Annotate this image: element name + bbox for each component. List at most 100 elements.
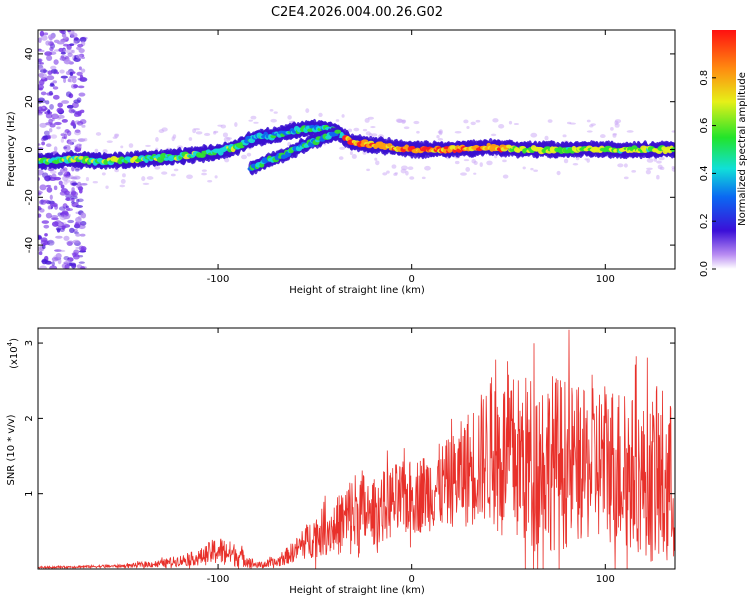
svg-text:(x104): (x104) [6,338,20,369]
spectrogram-halo-speck [114,168,120,173]
spectrogram-noise-speck [74,254,80,257]
spectrogram-noise-speck [69,43,75,46]
spectrogram-noise-speck [43,224,50,229]
colorbar-tick-label: 0.8 [699,70,710,86]
spectrogram-noise-speck [77,138,86,142]
spectrogram-halo-speck [437,137,444,141]
spectrogram-noise-speck [75,168,80,172]
snr-y-tick-label: 3 [24,340,35,346]
snr-scale-label: (x104) [6,338,20,369]
spectrogram-halo-speck [436,135,440,139]
spectrogram-noise-speck [59,69,65,74]
spectrogram-noise-speck [56,71,60,75]
spectrogram-noise-speck [38,177,41,181]
spectrogram-halo-speck [479,162,483,167]
spectrogram-noise-speck [45,100,50,105]
spectrogram-halo-speck [50,170,57,174]
spectrogram-halo-speck [547,119,553,123]
snr-series-line [38,329,675,569]
spectrogram-noise-speck [38,205,42,211]
spectrogram-noise-speck [72,239,80,244]
spectrogram-halo-speck [146,176,154,180]
spectrogram-noise-speck [38,49,45,53]
spectrogram-noise-speck [65,259,71,264]
spectrogram-halo-speck [626,130,634,133]
spectrogram-noise-speck [76,71,83,76]
spectrogram-noise-speck [46,239,55,246]
spectrogram-noise-speck [65,91,72,98]
spectrogram-x-tick-label: 0 [408,274,414,285]
spectrogram-x-axis-label: Height of straight line (km) [289,285,425,296]
spectrogram-halo-speck [590,123,596,126]
spectrogram-noise-speck [47,134,52,140]
spectrogram-halo-speck [241,154,248,160]
snr-panel: -100 0 100 1 2 3 Height of straight line (km… [6,327,676,596]
spectrogram-halo-speck [413,120,420,125]
spectrogram-noise-speck [80,221,87,226]
spectrogram-noise-speck [41,141,46,146]
spectrogram-halo-speck [201,172,208,176]
spectrogram-noise-speck [43,130,50,136]
spectrogram-halo-speck [270,118,277,123]
spectrogram-noise-speck [43,175,49,181]
spectrogram-main-trace-cell [386,143,393,148]
spectrogram-noise-speck [65,48,73,54]
spectrogram-noise-speck [51,221,59,227]
spectrogram-noise-speck [74,129,81,133]
spectrogram-noise-speck [52,86,59,90]
spectrogram-noise-speck [40,35,48,41]
spectrogram-halo-speck [207,180,213,183]
spectrogram-noise-speck [66,241,73,245]
spectrogram-halo-speck [544,135,549,141]
spectrogram-noise-speck [38,192,42,196]
spectrogram-halo-speck [563,158,569,164]
spectrogram-halo-speck [610,126,614,131]
spectrogram-halo-speck [374,157,378,161]
spectrogram-halo-speck [120,178,126,184]
spectrogram-noise-speck [61,118,68,123]
spectrogram-noise-speck [39,122,47,128]
spectrogram-halo-speck [92,181,98,184]
spectrogram-noise-speck [81,124,86,128]
spectrogram-panel: -100 0 100 -40 -20 0 20 40 Height of straight … [6,29,676,296]
spectrogram-noise-speck [65,193,72,199]
spectrogram-halo-speck [120,145,124,149]
snr-y-tick-label: 1 [24,491,35,497]
snr-scale-suffix: ) [9,338,20,342]
spectrogram-halo-speck [437,130,442,134]
spectrogram-halo-speck [394,172,398,175]
spectrogram-x-tick-label: -100 [207,274,230,285]
spectrogram-noise-speck [65,207,71,211]
spectrogram-halo-speck [470,121,476,126]
spectrogram-halo-speck [364,118,370,123]
spectrogram-halo-speck [407,166,414,170]
spectrogram-noise-speck [57,102,63,108]
spectrogram-noise-speck [49,194,53,200]
spectrogram-halo-speck [631,170,637,173]
spectrogram-noise-speck [39,69,48,73]
spectrogram-halo-speck [105,185,109,189]
spectrogram-halo-speck [502,159,507,163]
colorbar-tick-label: 0.0 [699,261,710,277]
spectrogram-halo-speck [572,163,579,166]
spectrogram-noise-speck [72,175,81,180]
spectrogram-noise-speck [39,184,47,191]
spectrogram-halo-speck [338,156,344,160]
spectrogram-halo-speck [201,169,207,172]
spectrogram-noise-speck [49,265,58,269]
spectrogram-halo-speck [170,173,176,177]
spectrogram-noise-speck [45,122,53,126]
snr-y-axis-label: SNR (10 * v/v) [6,414,17,485]
spectrogram-halo-speck [421,176,426,180]
spectrogram-noise-speck [45,184,52,188]
spectrogram-halo-speck [599,134,606,139]
spectrogram-noise-speck [40,199,44,205]
spectrogram-main-trace-cell [506,144,512,149]
spectrogram-noise-speck [64,264,70,269]
spectrogram-noise-speck [77,198,84,203]
spectrogram-x-ticks: -100 0 100 [207,30,615,285]
spectrogram-noise-speck [63,235,70,241]
spectrogram-noise-speck [58,249,66,253]
spectrogram-noise-speck [61,263,70,269]
spectrogram-noise-speck [57,258,62,265]
